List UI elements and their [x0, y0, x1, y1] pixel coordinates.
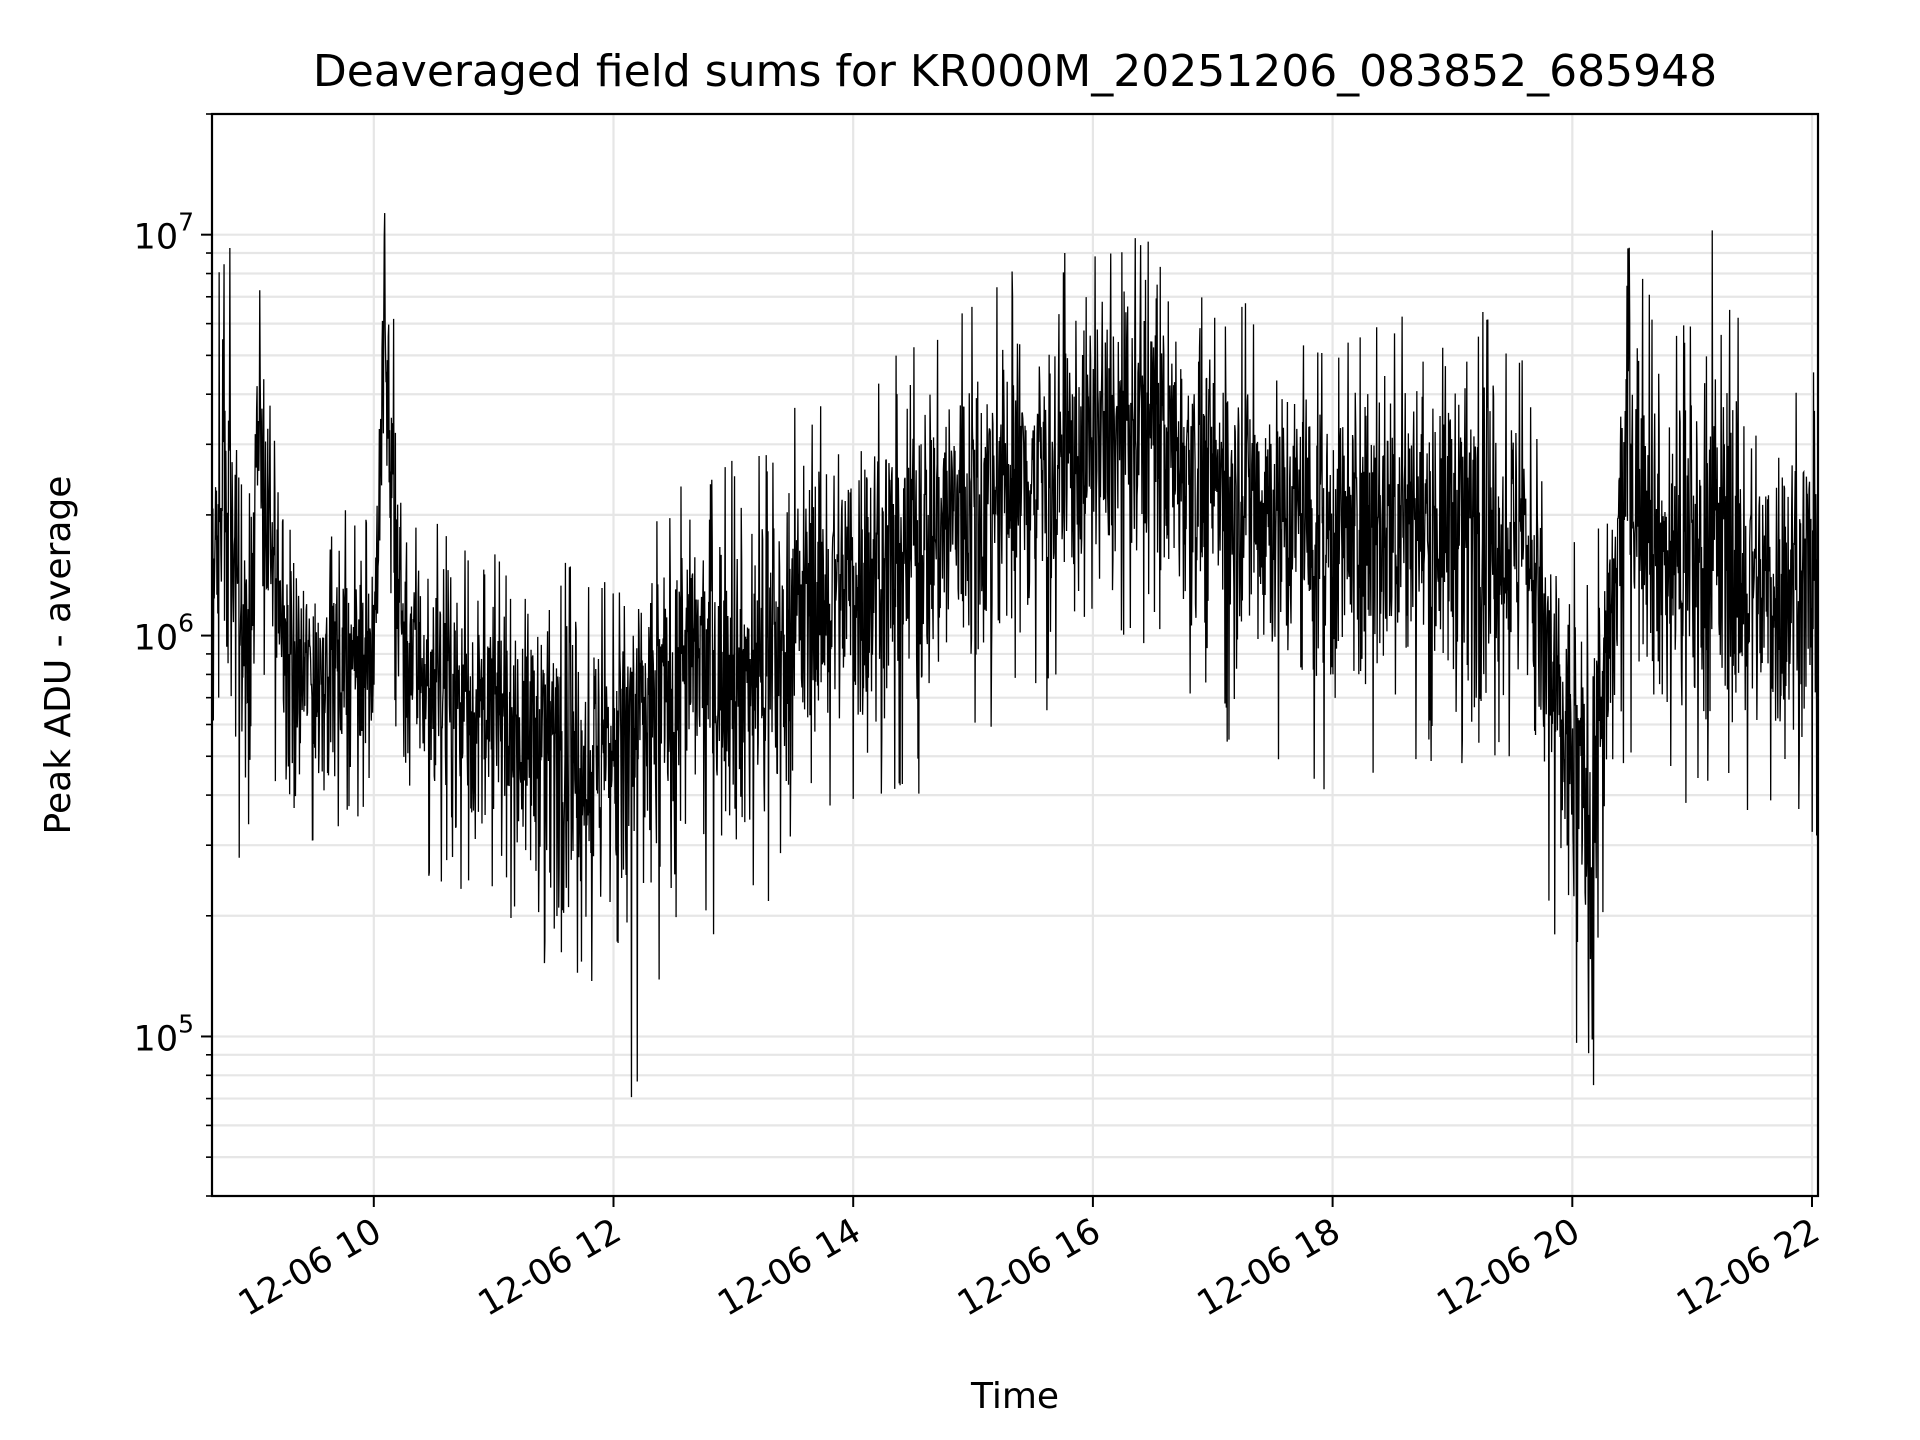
y-tick-label-exponent: 5: [178, 1009, 194, 1038]
x-axis-label: Time: [970, 1376, 1059, 1417]
x-tick-label: 12-06 16: [951, 1211, 1107, 1324]
y-tick-label-exponent: 7: [178, 208, 194, 237]
y-tick-label-base: 10: [134, 1019, 179, 1059]
y-tick-label: 107: [134, 208, 194, 258]
y-tick-label: 105: [134, 1009, 194, 1059]
x-tick-label: 12-06 14: [711, 1211, 867, 1324]
x-tick-label: 12-06 12: [472, 1211, 628, 1324]
x-tick-label: 12-06 18: [1191, 1211, 1347, 1324]
x-tick-label: 12-06 22: [1670, 1211, 1826, 1324]
x-tick-label: 12-06 20: [1431, 1211, 1587, 1324]
y-tick-label-base: 10: [134, 619, 179, 659]
chart-title: Deaveraged field sums for KR000M_2025120…: [313, 46, 1717, 97]
y-tick-label-exponent: 6: [178, 609, 194, 638]
y-axis-label: Peak ADU - average: [38, 476, 79, 835]
series-line: [211, 213, 1819, 1098]
y-tick-label-base: 10: [134, 218, 179, 258]
plot-frame: [210, 112, 1820, 1198]
series-field-sum: [211, 213, 1819, 1098]
x-tick-label: 12-06 10: [232, 1211, 388, 1324]
y-tick-label: 106: [134, 609, 194, 659]
